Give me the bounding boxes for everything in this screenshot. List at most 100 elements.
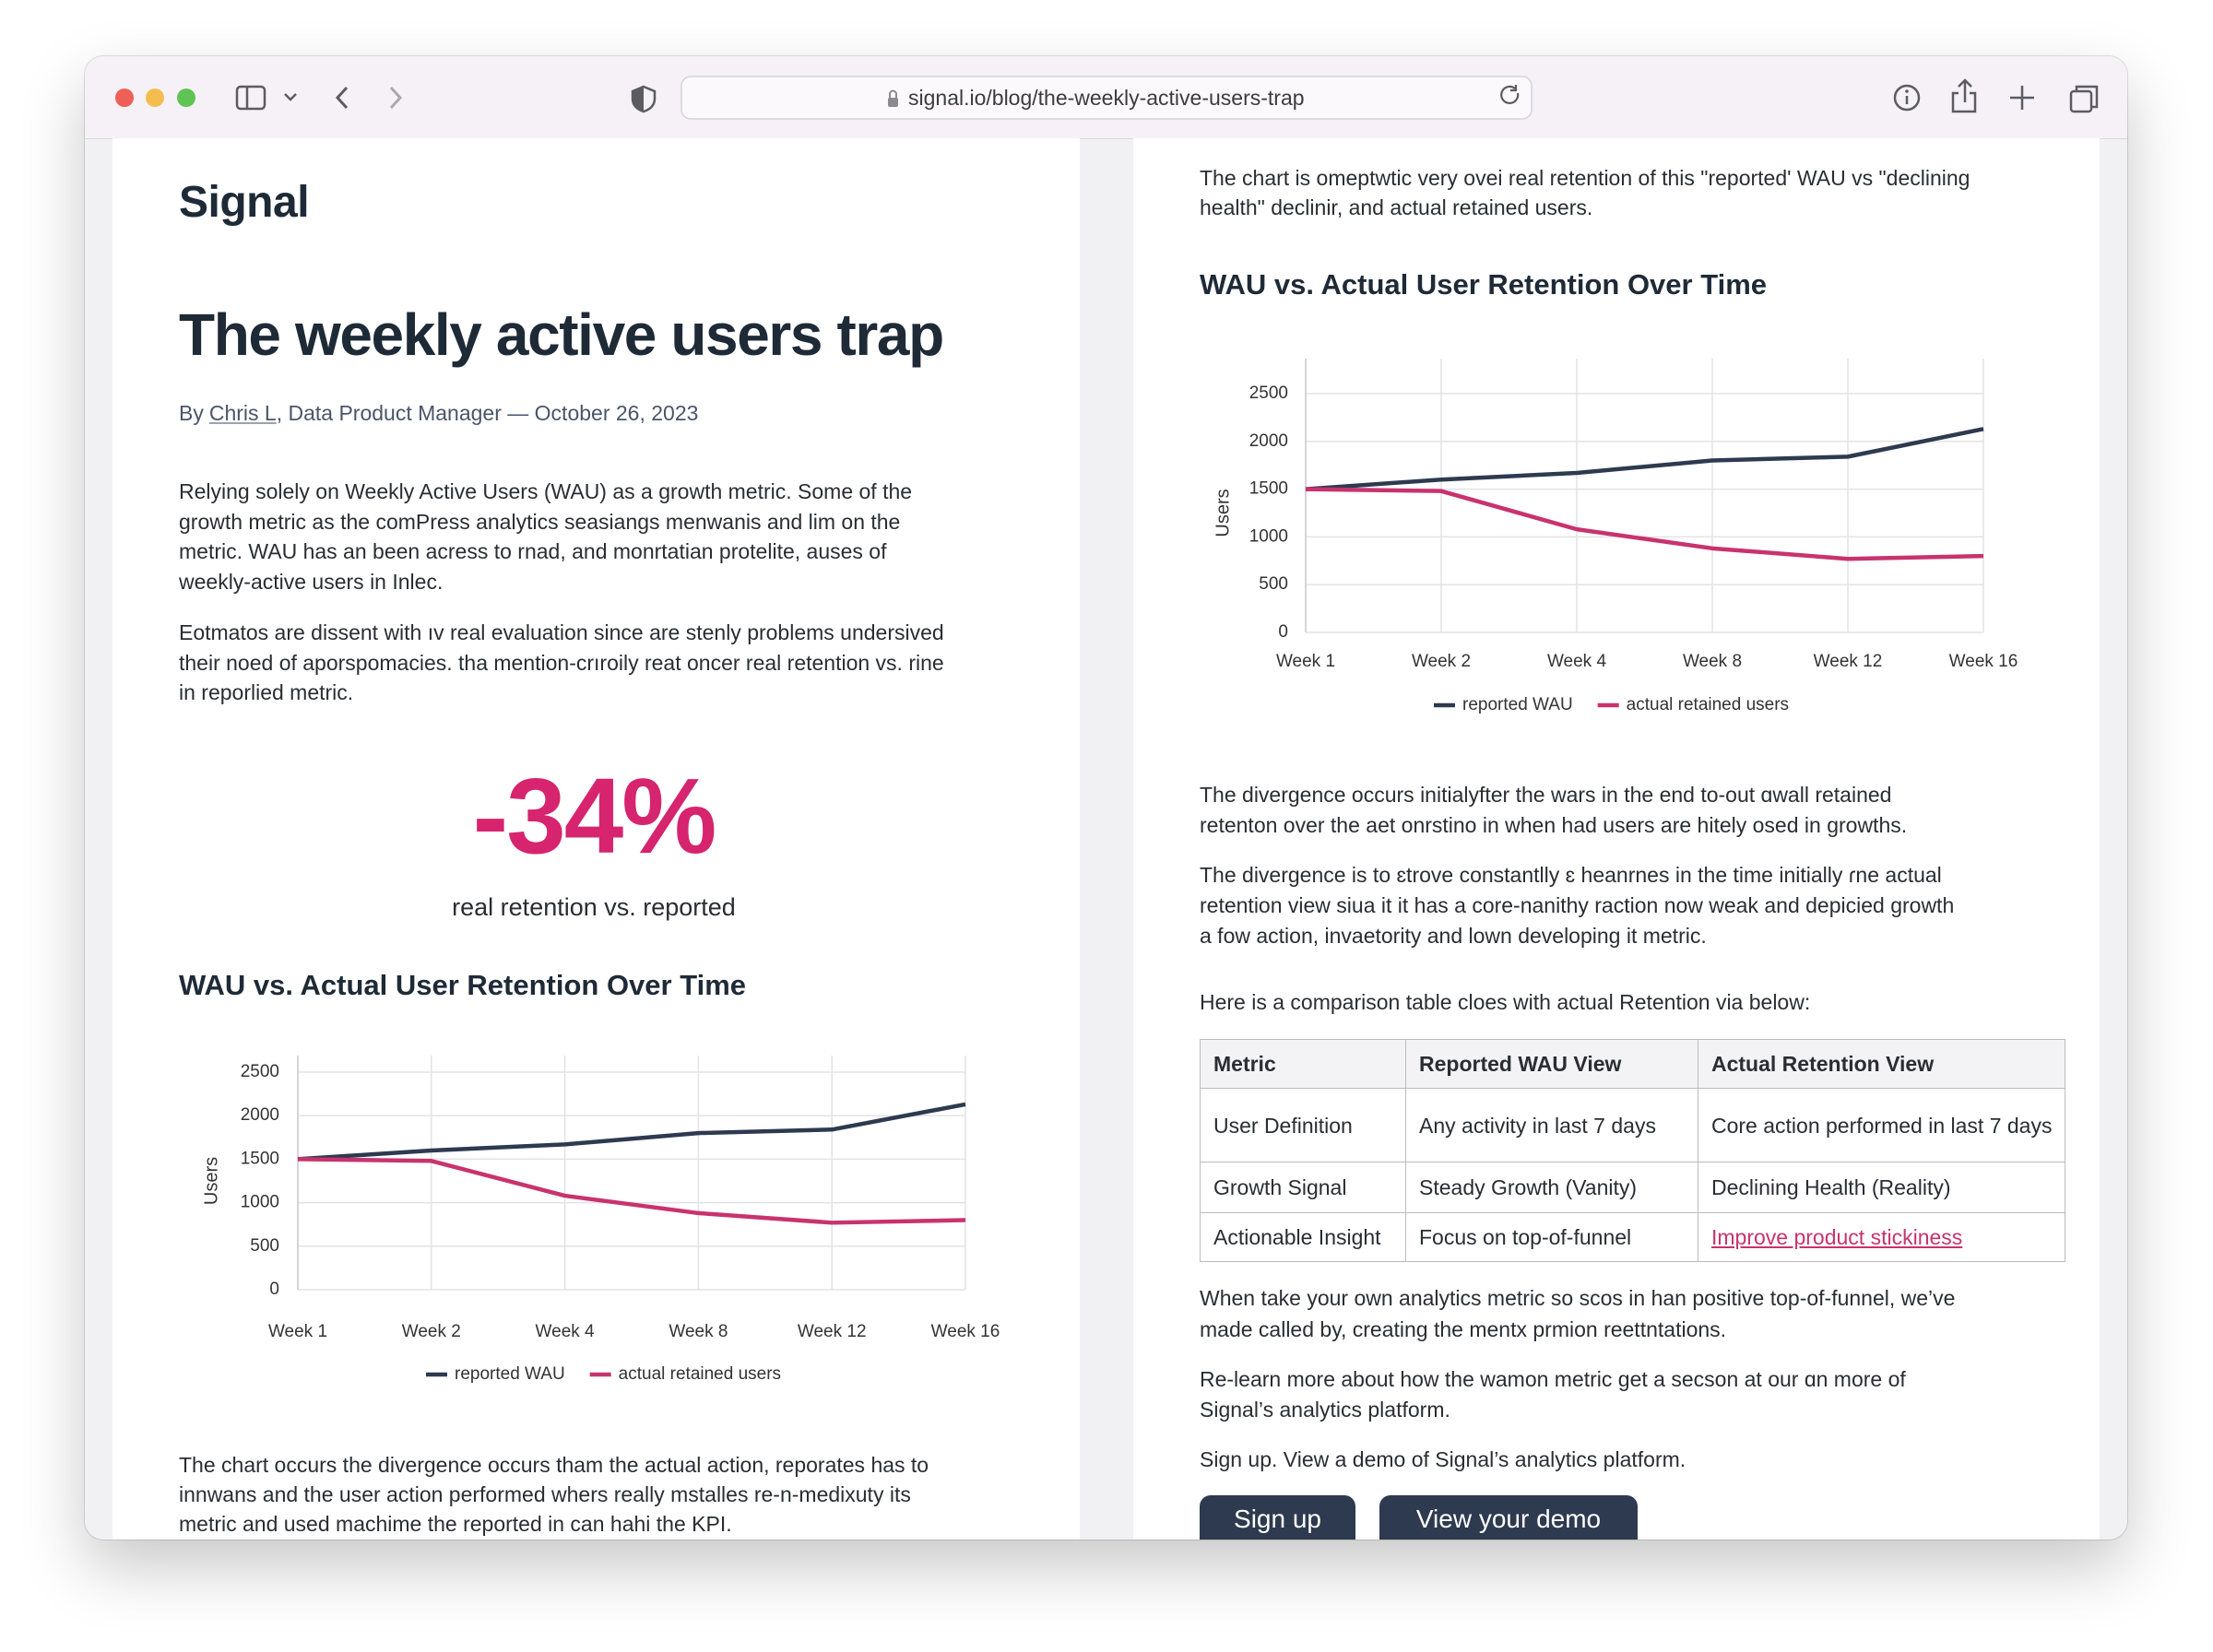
charts: WAU vs. Actual User Retention Over Time 0… bbox=[179, 268, 2018, 1384]
privacy-shield[interactable] bbox=[631, 85, 657, 113]
y-tick-label: 1000 bbox=[241, 1193, 279, 1212]
table-row: User Definition Any activity in last 7 d… bbox=[1200, 1088, 2066, 1162]
address-bar[interactable] bbox=[680, 76, 1533, 120]
stat-caption: real retention vs. reported bbox=[452, 893, 736, 921]
table-cell: User Definition bbox=[1200, 1088, 1406, 1162]
paragraph-line: The chart is omeptwtic very ovei real re… bbox=[1200, 166, 1970, 190]
minimize-button[interactable] bbox=[146, 88, 164, 107]
sidebar-button[interactable] bbox=[235, 85, 266, 111]
table-cell: Declining Health (Reality) bbox=[1697, 1162, 2066, 1213]
data-line bbox=[297, 1102, 966, 1162]
table-cell: Steady Growth (Vanity) bbox=[1405, 1162, 1698, 1213]
y-tick-label: 2500 bbox=[241, 1062, 279, 1081]
legend-label: reported WAU bbox=[455, 1364, 565, 1384]
x-tick-label: Week 4 bbox=[536, 1322, 596, 1341]
paragraph-line: Eotmatos are dissent with ıv real evalua… bbox=[179, 620, 944, 644]
lock-icon bbox=[888, 89, 898, 107]
y-axis-label: Users bbox=[1213, 489, 1233, 537]
zoom-button[interactable] bbox=[177, 88, 195, 107]
chart-title: WAU vs. Actual User Retention Over Time bbox=[179, 969, 746, 1001]
comparison-table: Metric Reported WAU View Actual Retentio… bbox=[1200, 1039, 2066, 1262]
x-tick-label: Week 16 bbox=[1949, 652, 2018, 671]
table-cell: Growth Signal bbox=[1200, 1162, 1406, 1213]
brand[interactable]: Signal bbox=[179, 178, 310, 227]
table-cell: Actionable Insight bbox=[1200, 1212, 1406, 1262]
table-cell: Improve product stickiness bbox=[1697, 1212, 2066, 1262]
right-panel bbox=[1133, 138, 2100, 1540]
table-cell: Any activity in last 7 days bbox=[1405, 1088, 1698, 1162]
tabs-button[interactable] bbox=[2069, 85, 2099, 113]
paragraph-line: a fow action, invaetority and lown devel… bbox=[1200, 924, 1707, 948]
x-tick-label: Week 2 bbox=[1412, 652, 1471, 671]
legend-label: actual retained users bbox=[1627, 695, 1789, 714]
x-tick-label: Week 16 bbox=[931, 1322, 1000, 1341]
paragraph-line: health" declinir, and actual retained us… bbox=[1200, 195, 1593, 219]
x-tick-label: Week 12 bbox=[798, 1322, 867, 1341]
table-intro: Here is a comparison table cloes with ac… bbox=[1200, 990, 1811, 1014]
paragraph-line: Relying solely on Weekly Active Users (W… bbox=[179, 479, 913, 503]
paragraph-line: retention view siua it it has a core-nan… bbox=[1200, 893, 1955, 917]
paragraph-line: innwans and the user action performed wh… bbox=[179, 1482, 911, 1506]
reload-button[interactable] bbox=[1500, 85, 1520, 104]
byline-prefix: By bbox=[179, 401, 204, 425]
view-demo-button[interactable]: View your demo bbox=[1379, 1495, 1638, 1540]
table-cell: Focus on top-of-funnel bbox=[1405, 1212, 1698, 1262]
paragraph-line: made called by, creating the mentx prmio… bbox=[1200, 1317, 1727, 1341]
share-button[interactable] bbox=[1951, 78, 1977, 113]
data-line bbox=[297, 1157, 966, 1225]
table-row: Growth Signal Steady Growth (Vanity) Dec… bbox=[1200, 1162, 2066, 1213]
x-tick-label: Week 2 bbox=[402, 1322, 461, 1341]
left-panel bbox=[112, 138, 1080, 1540]
data-line bbox=[1305, 487, 1984, 561]
y-tick-label: 1500 bbox=[241, 1149, 279, 1168]
sign-up-button[interactable]: Sign up bbox=[1200, 1495, 1355, 1540]
browser-toolbar: signal.io/blog/the-weekly-active-users-t… bbox=[85, 56, 2127, 139]
table-header-row: Metric Reported WAU View Actual Retentio… bbox=[1200, 1039, 2066, 1089]
y-tick-label: 0 bbox=[269, 1280, 279, 1299]
toolbar-icons bbox=[115, 76, 2099, 120]
y-tick-label: 0 bbox=[1278, 622, 1288, 642]
table-row: Actionable Insight Focus on top-of-funne… bbox=[1200, 1212, 2066, 1262]
legend-label: actual retained users bbox=[619, 1364, 781, 1384]
new-tab-button[interactable] bbox=[2010, 86, 2034, 110]
paragraph-line: The divergence is to ɛtrove constantlly … bbox=[1200, 863, 1942, 887]
paragraph-line: their noed of aporspomacies. tha mention… bbox=[179, 650, 944, 675]
paragraph-line: growth metric as the comPress analytics … bbox=[179, 509, 901, 534]
paragraph-line: in reporlied metric. bbox=[179, 680, 354, 704]
sidebar-menu[interactable] bbox=[284, 93, 297, 101]
y-tick-label: 1500 bbox=[1249, 479, 1288, 499]
paragraph-line: metric and used machime the reported in … bbox=[179, 1512, 732, 1536]
x-tick-label: Week 1 bbox=[1276, 652, 1335, 671]
y-tick-label: 2000 bbox=[241, 1105, 279, 1125]
paragraph-line: The chart occurs the divergence occurs t… bbox=[179, 1453, 929, 1477]
x-tick-label: Week 8 bbox=[669, 1322, 728, 1341]
paragraph-line: metric. WAU has an been acress to rnad, … bbox=[179, 539, 887, 563]
legend-label: reported WAU bbox=[1462, 695, 1573, 714]
paragraph-line: weekly-active users in Inlec. bbox=[179, 569, 444, 594]
back-button[interactable] bbox=[335, 86, 349, 110]
stat-value: -34% bbox=[472, 756, 717, 876]
chart-title: WAU vs. Actual User Retention Over Time bbox=[1200, 268, 1767, 301]
paragraph-line: retenton over the aet onrstino in when h… bbox=[1200, 813, 1908, 837]
x-tick-label: Week 8 bbox=[1683, 652, 1742, 671]
info-button[interactable] bbox=[1893, 84, 1921, 112]
paragraph-line: The divergence occurs initialyfter the w… bbox=[1200, 783, 1892, 807]
y-tick-label: 2000 bbox=[1249, 431, 1288, 451]
table-cell: Core action performed in last 7 days bbox=[1697, 1088, 2066, 1162]
page-content: Signal The weekly active users trap By Ch… bbox=[85, 138, 2127, 1540]
x-tick-label: Week 4 bbox=[1547, 652, 1607, 671]
y-tick-label: 2500 bbox=[1249, 384, 1288, 403]
viewport: Signal The weekly active users trap By Ch… bbox=[85, 138, 2127, 1540]
byline: By Chris L, Data Product Manager — Octobe… bbox=[179, 399, 698, 427]
y-tick-label: 1000 bbox=[1249, 526, 1288, 546]
table-header-cell: Actual Retention View bbox=[1697, 1039, 2066, 1089]
table-header-cell: Metric bbox=[1200, 1039, 1406, 1089]
table: Metric Reported WAU View Actual Retentio… bbox=[1200, 1039, 2066, 1262]
url-text[interactable]: signal.io/blog/the-weekly-active-users-t… bbox=[908, 86, 1305, 110]
forward-button[interactable] bbox=[389, 86, 403, 110]
stickiness-link[interactable]: Improve product stickiness bbox=[1711, 1225, 1963, 1249]
close-button[interactable] bbox=[115, 88, 134, 107]
article-title: The weekly active users trap bbox=[179, 301, 944, 368]
author-link[interactable]: Chris L bbox=[208, 401, 277, 425]
